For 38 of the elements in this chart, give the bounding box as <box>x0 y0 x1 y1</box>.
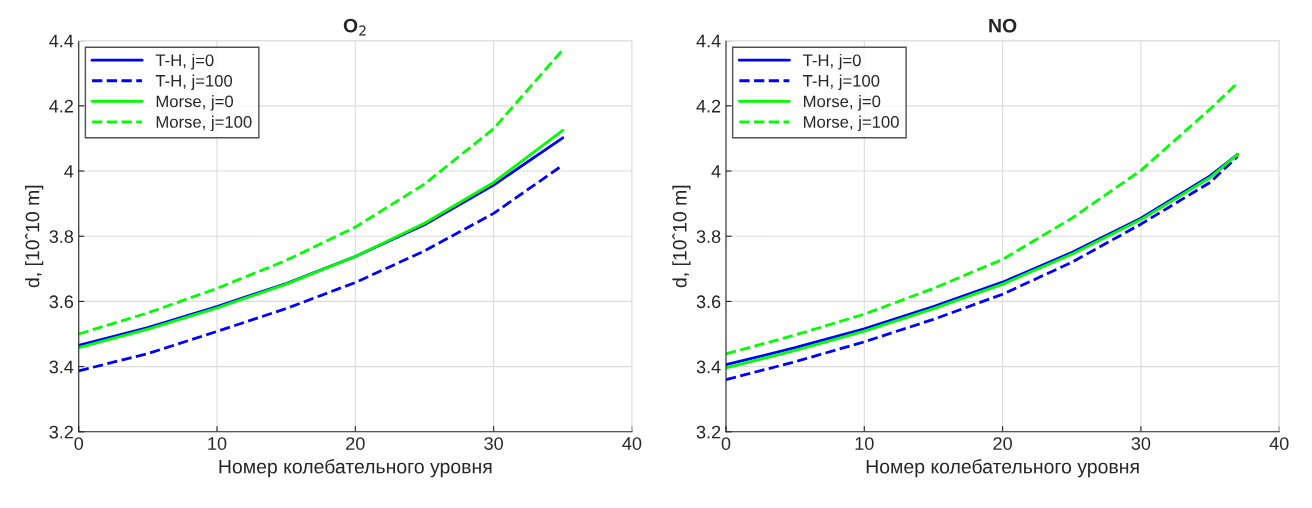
y-tick-label: 3.2 <box>49 425 73 439</box>
y-tick-label: 4.4 <box>49 34 74 48</box>
y-tick-label: 3.6 <box>696 295 721 309</box>
legend-label: T-H, j=100 <box>155 74 233 91</box>
x-tick-label: 20 <box>346 437 365 450</box>
x-tick-label: 30 <box>484 437 503 450</box>
x-tick-label: 0 <box>74 437 84 450</box>
x-axis-title: Номер колебательного уровня <box>866 459 1139 478</box>
y-tick-label: 3.4 <box>49 360 74 374</box>
x-axis-title: Номер колебательного уровня <box>219 459 492 478</box>
legend-label: T-H, j=100 <box>803 74 880 91</box>
x-tick-label: 10 <box>208 437 227 450</box>
legend-label: T-H, j=0 <box>803 53 861 70</box>
x-tick-label: 10 <box>855 437 874 450</box>
y-tick-label: 4.4 <box>696 34 721 48</box>
y-tick-label: 3.2 <box>696 425 721 439</box>
y-axis-title: d, [10ˆ10 m] <box>672 185 691 288</box>
x-tick-label: 40 <box>622 437 642 450</box>
x-tick-label: 20 <box>993 437 1012 450</box>
legend-label: Morse, j=100 <box>804 115 899 132</box>
legend-label: Morse, j=0 <box>156 95 234 111</box>
y-tick-label: 4.2 <box>696 99 721 113</box>
y-tick-label: 3.4 <box>696 360 721 374</box>
y-axis-title: d, [10ˆ10 m] <box>25 185 44 288</box>
y-tick-label: 3.6 <box>49 295 74 309</box>
y-tick-label: 3.8 <box>696 230 721 243</box>
y-tick-label: 4.2 <box>49 99 73 113</box>
chart-title: NO <box>989 18 1017 33</box>
x-tick-label: 40 <box>1269 437 1289 450</box>
y-tick-label: 4 <box>64 165 74 178</box>
chart-title: O$_{2}$ <box>343 18 366 36</box>
y-tick-label: 4 <box>711 165 721 178</box>
legend-label: T-H, j=0 <box>155 53 214 70</box>
legend-label: Morse, j=100 <box>156 115 252 132</box>
y-tick-label: 3.8 <box>49 230 74 243</box>
x-tick-label: 0 <box>721 437 731 450</box>
legend-label: Morse, j=0 <box>804 95 881 111</box>
x-tick-label: 30 <box>1131 437 1151 450</box>
